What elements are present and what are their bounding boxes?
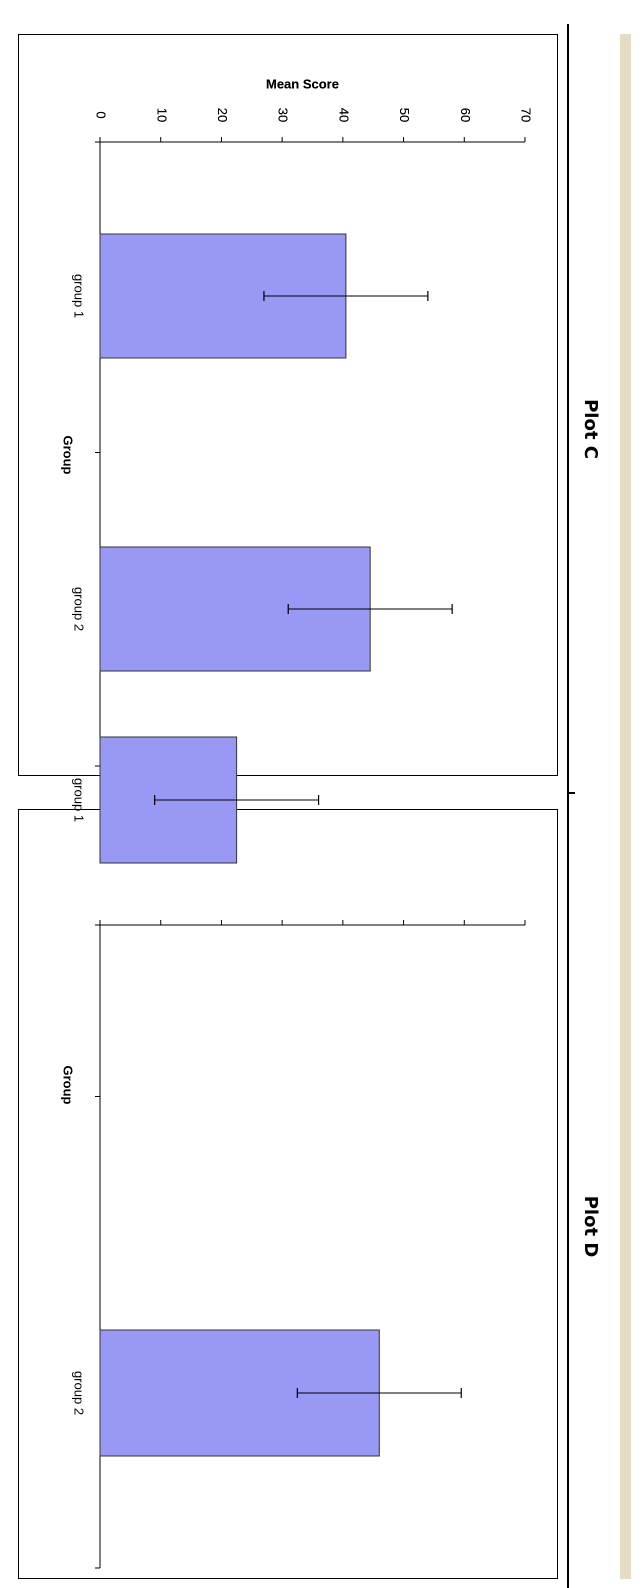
- plot-d-category-label-1: group 1: [72, 778, 87, 822]
- plot-c-value-tick-label: 40: [336, 108, 351, 122]
- plot-d-category-label-2: group 2: [72, 1371, 87, 1415]
- plot-c-value-tick-label: 10: [154, 108, 169, 122]
- plot-d-group: Plot D 0 10 20 30 40 50 60 70 Mean Score Group grou…: [61, 76, 601, 1569]
- plot-c-category-axis-title: Group: [61, 436, 76, 475]
- plot-c-group: Plot C 0 10 20 30 40 50 60 70 Mean Score Group grou…: [61, 76, 601, 767]
- plot-d-value-tick-label: 70: [519, 108, 534, 122]
- plot-d-value-tick-label: 50: [397, 108, 412, 122]
- plot-c-value-tick-label: 60: [458, 108, 473, 122]
- plot-d-value-axis-title: Mean Score: [266, 76, 339, 91]
- plot-c-value-tick-label: 50: [397, 108, 412, 122]
- plot-c-title: Plot C: [580, 399, 601, 459]
- plot-c-value-tick-label: 30: [276, 108, 291, 122]
- plot-d-value-tick-label: 60: [458, 108, 473, 122]
- plot-d-value-tick-label: 30: [276, 108, 291, 122]
- plot-c-value-axis-title: Mean Score: [266, 76, 339, 91]
- horizontal-divider: [567, 792, 575, 794]
- side-strip: [620, 34, 631, 1579]
- plot-c-category-label-2: group 2: [72, 587, 87, 631]
- plot-c-value-tick-label: 20: [215, 108, 230, 122]
- plot-d-value-tick-label: 10: [154, 108, 169, 122]
- plot-d-value-tick-label: 0: [94, 111, 109, 118]
- plot-c-value-tick-label: 70: [519, 108, 534, 122]
- vertical-divider: [567, 24, 569, 1588]
- plot-d-category-axis-title: Group: [61, 1066, 76, 1105]
- plot-c-value-tick-label: 0: [94, 111, 109, 118]
- plot-d-title: Plot D: [580, 1196, 601, 1258]
- plot-d-value-tick-label: 20: [215, 108, 230, 122]
- plot-c-category-label-1: group 1: [72, 274, 87, 318]
- plot-d-value-tick-label: 40: [336, 108, 351, 122]
